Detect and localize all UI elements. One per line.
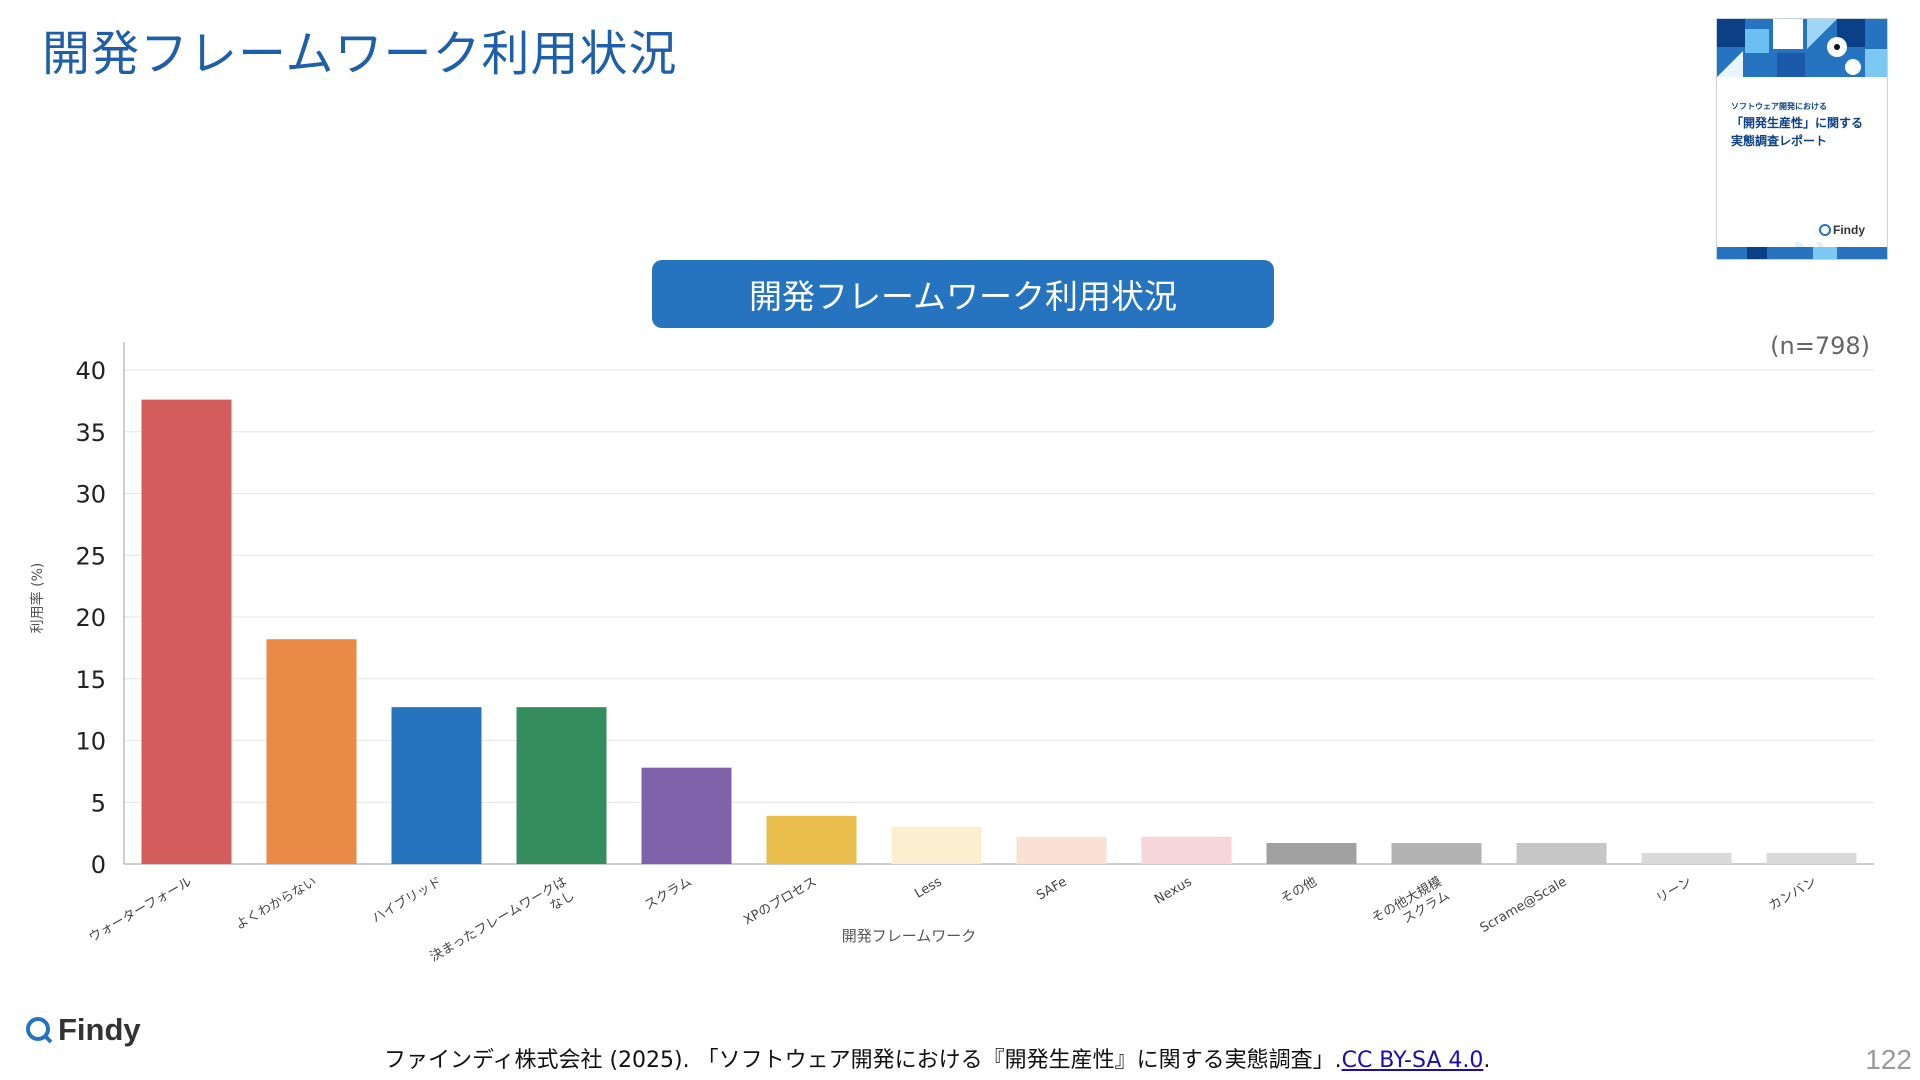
y-tick-label: 20: [75, 604, 106, 632]
x-tick-label: その他大規模スクラム: [1369, 874, 1452, 940]
x-tick-label: スクラム: [642, 874, 694, 913]
bar: [266, 639, 357, 864]
cover-brand: Findy: [1833, 223, 1865, 237]
x-tick-label: Less: [912, 874, 944, 901]
citation: ファインディ株式会社 (2025). 「ソフトウェア開発における『開発生産性』に…: [384, 1042, 1490, 1074]
license-link[interactable]: CC BY-SA 4.0: [1341, 1048, 1484, 1073]
y-tick-label: 35: [75, 419, 106, 447]
report-cover-art: 2025 ソフトウェア開発における 「開発生産性」に関する 実態調査レポート F…: [1717, 19, 1887, 259]
citation-trailing: .: [1483, 1048, 1491, 1073]
bar: [1141, 836, 1232, 864]
page-number: 122: [1865, 1044, 1912, 1075]
y-tick-label: 0: [91, 851, 106, 879]
citation-text: ファインディ株式会社 (2025). 「ソフトウェア開発における『開発生産性』に…: [384, 1048, 1342, 1073]
x-tick-label: 決まったフレームワークはなし: [428, 874, 578, 978]
x-tick-label: カンバン: [1766, 874, 1819, 913]
bar: [1766, 852, 1857, 864]
bar: [141, 399, 232, 864]
bar: [1516, 843, 1607, 864]
findy-logo-text: Findy: [58, 1012, 141, 1047]
cover-title-line1: 「開発生産性」に関する: [1731, 115, 1863, 130]
bar: [641, 767, 732, 864]
bar: [1016, 836, 1107, 864]
x-tick-label: よくわからない: [233, 874, 319, 932]
cover-subtitle: ソフトウェア開発における: [1731, 101, 1827, 111]
y-tick-label: 30: [75, 481, 106, 509]
bar: [1391, 843, 1482, 864]
x-tick-label: Scrame@Scale: [1478, 874, 1570, 936]
y-tick-label: 15: [75, 666, 106, 694]
y-tick-label: 40: [75, 357, 106, 385]
x-tick-label: その他: [1278, 874, 1319, 906]
x-axis-title: 開発フレームワーク: [842, 927, 977, 945]
cover-findy-logo-icon: [1819, 224, 1831, 236]
bar: [516, 707, 607, 864]
y-tick-label: 10: [75, 728, 106, 756]
cover-title-line2: 実態調査レポート: [1731, 133, 1827, 148]
bar: [891, 826, 982, 864]
x-tick-label: XPのプロセス: [741, 874, 819, 928]
sample-size-label: (n=798): [1770, 332, 1870, 360]
y-tick-label: 25: [75, 542, 106, 570]
bar: [766, 815, 857, 864]
x-tick-label: ウォーターフォール: [86, 874, 194, 945]
x-tick-label: ハイブリッド: [369, 874, 444, 927]
x-tick-label: Nexus: [1152, 874, 1195, 907]
report-cover-thumbnail: 2025 ソフトウェア開発における 「開発生産性」に関する 実態調査レポート F…: [1716, 18, 1888, 260]
x-tick-label: リーン: [1654, 874, 1695, 906]
findy-logo-icon: [26, 1017, 53, 1044]
bar: [391, 707, 482, 864]
bar: [1641, 852, 1732, 864]
bar: [1266, 843, 1357, 864]
findy-logo: Findy: [24, 1012, 141, 1048]
y-tick-label: 5: [91, 789, 106, 817]
y-axis-title: 利用率 (%): [29, 563, 46, 634]
page-title: 開発フレームワーク利用状況: [42, 26, 678, 82]
chart-title-banner: 開発フレームワーク利用状況: [652, 260, 1274, 328]
x-tick-label: SAFe: [1034, 874, 1069, 903]
bar-chart: 0 5 10 15 20 25 30 35 40 ウォーターフォール よくわからない ハイブリッド決ま…: [29, 332, 1874, 978]
